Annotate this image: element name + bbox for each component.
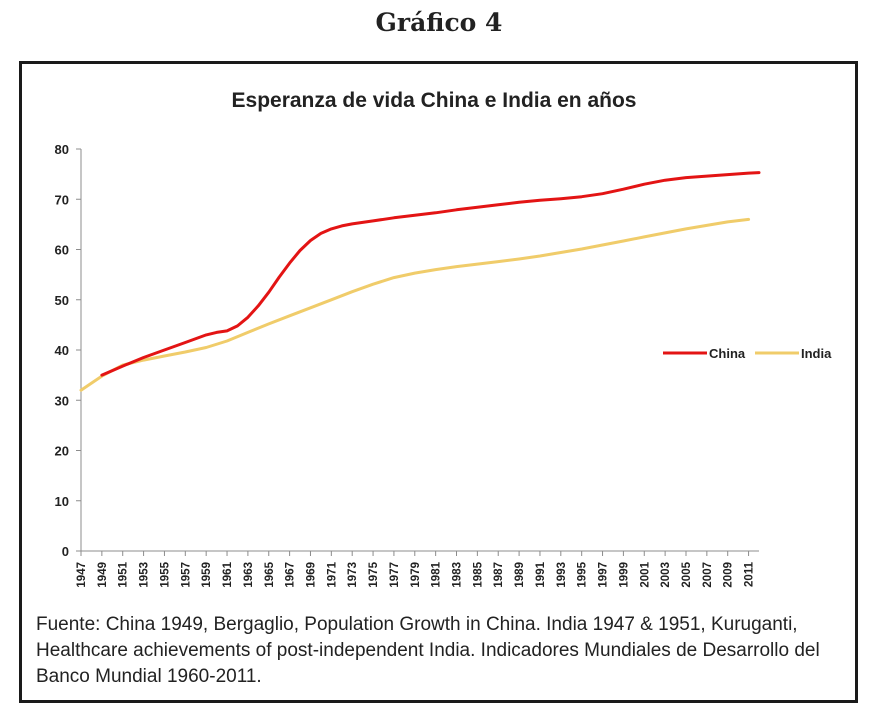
x-tick-label: 1959 xyxy=(201,562,213,588)
x-tick-label: 1989 xyxy=(514,562,526,588)
series-line-india xyxy=(79,217,751,392)
x-tick-label: 1991 xyxy=(535,561,547,587)
y-tick-label: 60 xyxy=(55,243,69,258)
y-tick-label: 0 xyxy=(62,544,69,559)
x-tick-label: 1995 xyxy=(577,561,589,587)
series-line-china xyxy=(100,171,761,377)
chart-title: Esperanza de vida China e India en años xyxy=(232,89,637,112)
y-tick-label: 30 xyxy=(55,393,69,408)
x-tick-label: 1951 xyxy=(118,561,130,587)
legend: China India xyxy=(663,346,832,361)
x-tick-label: 1957 xyxy=(180,562,192,588)
x-tick-label: 1997 xyxy=(598,562,610,588)
y-tick-label: 10 xyxy=(55,494,69,509)
x-tick-label: 1963 xyxy=(243,562,255,588)
x-tick-label: 2005 xyxy=(681,561,693,587)
x-tick-label: 1975 xyxy=(368,561,380,587)
x-tick-label: 1979 xyxy=(410,562,422,588)
x-tick-label: 1953 xyxy=(139,562,151,588)
x-tick-label: 2009 xyxy=(723,562,735,588)
x-tick-label: 1977 xyxy=(389,562,401,588)
x-tick-label: 1955 xyxy=(159,561,171,587)
x-tick-label: 1981 xyxy=(431,561,443,587)
x-tick-label: 1987 xyxy=(493,562,505,588)
source-note: Fuente: China 1949, Bergaglio, Populatio… xyxy=(36,614,820,687)
series-lines xyxy=(79,171,761,392)
axes: 0 10 20 30 40 50 60 70 80 1947 1949 1951 1953 1955 195… xyxy=(55,142,759,588)
x-tick-label: 2003 xyxy=(660,562,672,588)
x-tick-label: 2007 xyxy=(702,562,714,588)
y-tick-label: 70 xyxy=(55,192,69,207)
x-tick-label: 1961 xyxy=(222,561,234,587)
y-tick-label: 20 xyxy=(55,444,69,459)
x-tick-label: 1971 xyxy=(326,561,338,587)
x-tick-label: 1993 xyxy=(556,562,568,588)
x-tick-label: 1983 xyxy=(452,562,464,588)
x-tick-label: 1973 xyxy=(347,562,359,588)
x-tick-label: 1999 xyxy=(618,562,630,588)
x-tick-label: 1965 xyxy=(264,561,276,587)
x-tick-label: 1967 xyxy=(285,562,297,588)
legend-label-india: India xyxy=(801,346,832,361)
x-tick-label: 2011 xyxy=(744,561,756,587)
y-tick-label: 80 xyxy=(55,142,69,157)
y-tick-label: 50 xyxy=(55,293,69,308)
chart-frame: Esperanza de vida China e India en años … xyxy=(19,61,858,703)
figure-label: Gráfico 4 xyxy=(375,8,503,37)
x-tick-label: 2001 xyxy=(639,561,651,587)
x-tick-label: 1949 xyxy=(97,562,109,588)
x-tick-label: 1947 xyxy=(76,562,88,588)
x-tick-label: 1969 xyxy=(305,562,317,588)
chart-area: Esperanza de vida China e India en años … xyxy=(55,89,833,588)
legend-label-china: China xyxy=(709,346,746,361)
x-tick-label: 1985 xyxy=(472,561,484,587)
y-tick-label: 40 xyxy=(55,343,69,358)
